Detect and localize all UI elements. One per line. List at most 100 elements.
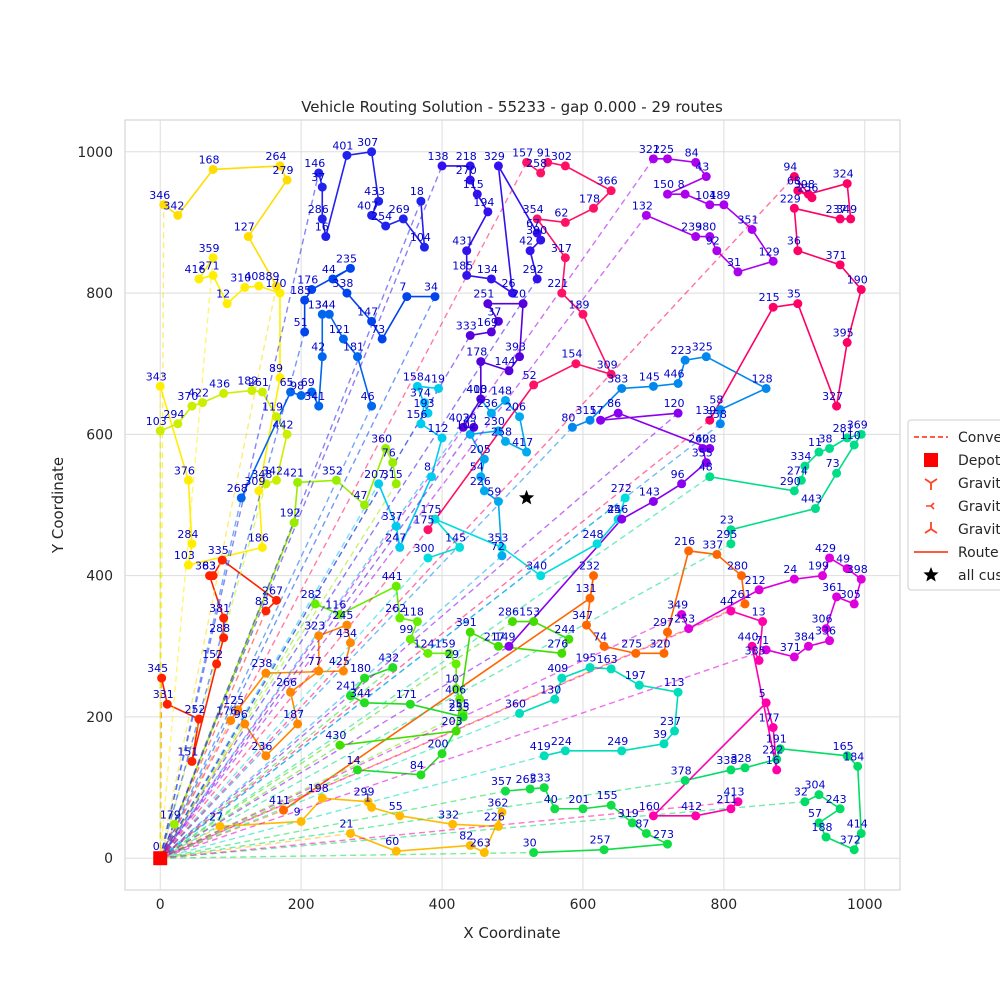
customer-point [314,401,324,411]
customer-point [631,648,641,658]
customer-point [419,242,429,252]
customer-point [236,493,246,503]
customer-point [374,196,384,206]
customer-label: 175 [421,503,442,516]
customer-label: 335 [208,544,229,557]
customer-point [842,751,852,761]
customer-label: 156 [406,408,427,421]
customer-point [183,560,193,570]
x-tick-label: 0 [156,897,165,913]
customer-point [557,288,567,298]
depot-connector [159,613,682,859]
customer-point [448,819,458,829]
customer-label: 186 [248,531,269,544]
customer-point [818,571,827,581]
customer-point [479,454,489,464]
customer-point [659,739,669,749]
customer-point [493,426,503,436]
customer-label: 333 [456,319,477,332]
customer-point [617,383,627,393]
customer-point [423,553,433,563]
customer-point [754,585,764,595]
customer-label: 205 [470,443,491,456]
customer-label: 235 [336,252,357,265]
customer-point [581,620,591,630]
customer-point [522,447,532,457]
customer-label: 334 [790,450,811,463]
customer-point [500,395,510,405]
customer-label: 42 [519,235,533,248]
customer-point [856,285,866,295]
customer-point [557,673,567,683]
customer-label: 342 [262,464,283,477]
customer-point [789,652,799,662]
customer-label: 261 [731,588,752,601]
customer-label: 347 [572,609,593,622]
customer-point [846,214,856,224]
customer-label: 159 [435,637,456,650]
customer-point [331,475,341,485]
customer-label: 355 [692,447,713,460]
customer-label: 400 [466,383,487,396]
customer-point [360,698,370,708]
customer-label: 91 [537,146,551,159]
customer-label: 432 [378,651,399,664]
customer-label: 178 [466,346,487,359]
customer-label: 169 [477,316,498,329]
customer-label: 362 [487,796,508,809]
customer-label: 104 [410,231,431,244]
customer-point [458,422,468,432]
customer-label: 221 [547,277,568,290]
x-tick-label: 600 [570,897,597,913]
customer-label: 104 [695,189,716,202]
customer-point [613,408,623,418]
customer-label: 422 [188,387,209,400]
customer-point [215,821,225,831]
depot-connector [159,257,214,859]
customer-label: 282 [301,588,322,601]
customer-point [360,500,370,510]
depot-connector [159,204,165,859]
customer-point [183,475,193,485]
customer-label: 82 [459,829,473,842]
depot-connector [159,285,278,859]
legend-label: Gravit [958,499,1000,515]
customer-label: 309 [244,475,265,488]
customer-point [508,288,517,298]
depot-connector [160,755,545,859]
customer-point [789,203,799,213]
customer-label: 349 [667,598,688,611]
customer-label: 428 [695,432,716,445]
customer-point [680,189,690,199]
customer-point [430,514,440,524]
customer-label: 73 [826,457,840,470]
customer-label: 286 [498,606,519,619]
customer-point [479,848,489,858]
customer-label: 414 [847,817,868,830]
customer-point [500,786,510,796]
customer-label: 419 [424,372,445,385]
route-line [572,355,768,429]
customer-label: 274 [787,464,808,477]
customer-point [493,821,503,831]
customer-point [560,161,570,171]
customer-point [173,210,183,220]
customer-label: 179 [160,808,181,821]
customer-point [416,770,426,780]
customer-label: 12 [216,288,230,301]
depot-connector [159,419,711,859]
customer-point [212,659,222,669]
customer-point [768,256,778,266]
customer-label: 370 [177,390,198,403]
customer-point [271,595,281,605]
customer-label: 145 [445,531,466,544]
customer-label: 331 [153,688,174,701]
customer-label: 248 [583,528,604,541]
customer-label: 413 [723,786,744,799]
customer-point [789,486,799,496]
customer-label: 153 [519,606,540,619]
customer-point [761,383,771,393]
customer-point [367,147,377,157]
customer-point [589,203,599,213]
customer-label: 30 [523,837,537,850]
